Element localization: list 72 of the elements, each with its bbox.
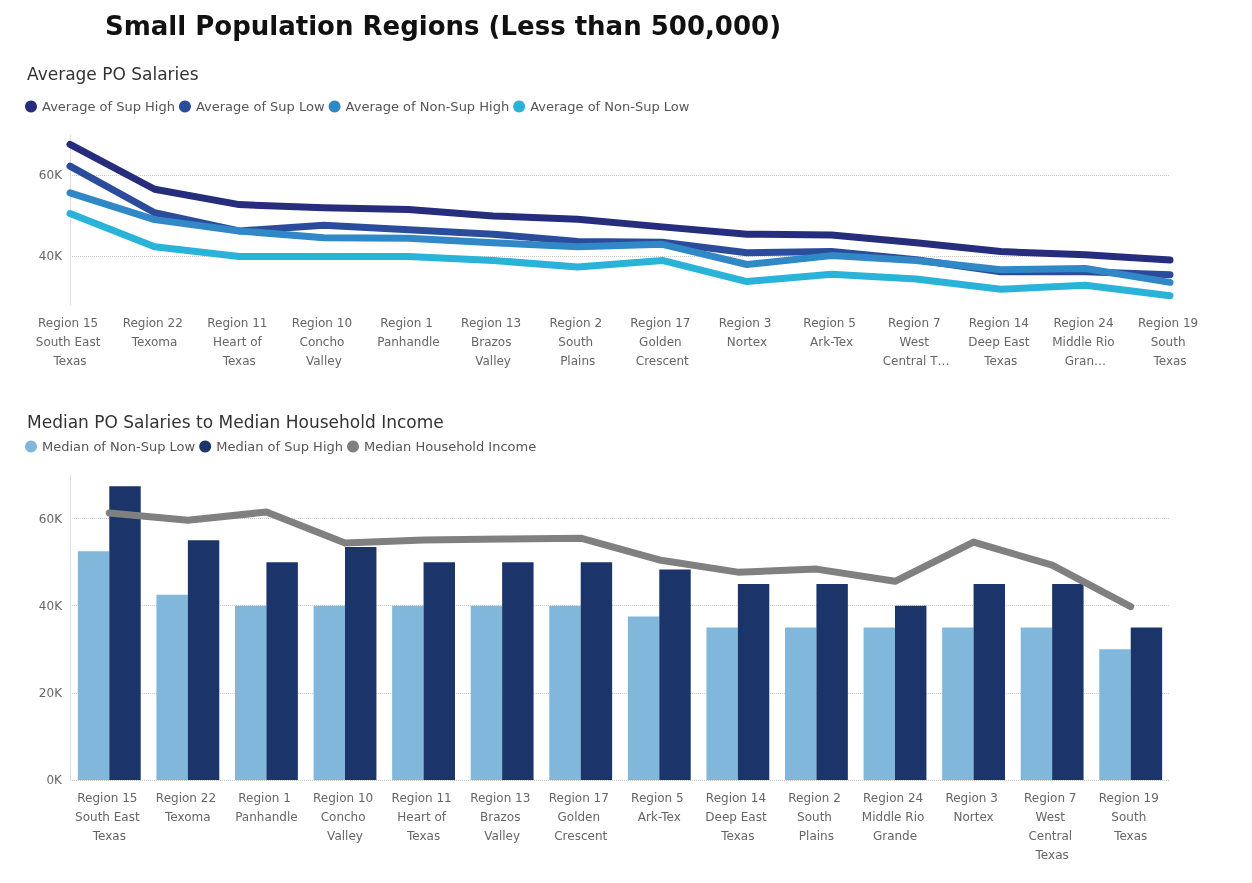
bar — [816, 583, 848, 780]
bar — [156, 594, 188, 780]
x-tick-label: Region 24 Middle Rio Grande — [861, 790, 929, 843]
bar — [502, 562, 534, 780]
x-tick-label: Region 14 Deep East Texas — [705, 790, 771, 843]
bar — [470, 605, 503, 780]
x-tick-label: Region 10 Concho Valley — [313, 790, 377, 843]
x-tick-label: Region 13 Brazos Valley — [470, 790, 535, 843]
bar — [423, 562, 455, 780]
legend-label: Median Household Income — [364, 439, 537, 454]
bar — [973, 583, 1005, 780]
bar — [392, 605, 424, 780]
bar — [706, 627, 738, 780]
bar — [580, 562, 613, 780]
y-tick-label: 60K — [38, 168, 64, 183]
bar — [1020, 627, 1053, 780]
bar — [345, 546, 377, 780]
x-tick-label: Region 15 South East Texas — [75, 790, 144, 843]
y-tick-label: 0K — [46, 773, 64, 787]
x-tick-label: Region 13 Brazos Valley — [461, 315, 526, 368]
x-tick-label: Region 14 Deep East Texas — [968, 315, 1034, 368]
bar — [77, 551, 110, 780]
y-tick-label: 20K — [38, 685, 64, 700]
bar — [1130, 627, 1163, 780]
bar — [863, 627, 895, 780]
x-tick-label: Region 17 Golden Crescent — [548, 790, 613, 843]
bar — [187, 540, 220, 780]
bar — [109, 486, 141, 780]
x-tick-label: Region 5 Ark-Tex — [803, 315, 860, 349]
y-tick-label: 60K — [38, 511, 64, 526]
bar — [235, 605, 267, 780]
bar — [1052, 583, 1084, 780]
chart-title: Small Population Regions (Less than 500,000) — [105, 11, 782, 41]
legend-label: Average of Sup Low — [195, 99, 325, 114]
x-tick-label: Region 10 Concho Valley — [291, 315, 356, 368]
x-tick-label: Region 11 Heart of Texas — [207, 315, 272, 368]
legend-label: Average of Non-Sup High — [345, 99, 510, 114]
x-tick-label: Region 22 Texoma — [155, 790, 220, 824]
bar — [1099, 649, 1131, 780]
y-tick-label: 40K — [38, 598, 64, 613]
x-tick-label: Region 17 Golden Crescent — [630, 315, 695, 368]
x-tick-label: Region 3 Nortex — [945, 790, 1002, 824]
bar — [266, 562, 298, 780]
y-tick-label: 40K — [38, 249, 64, 264]
bar — [737, 583, 770, 780]
x-tick-label: Region 1 Panhandle — [235, 790, 298, 824]
x-tick-label: Region 2 South Plains — [549, 315, 606, 368]
x-tick-label: Region 7 West Central Texas — [1023, 790, 1081, 862]
bar — [549, 605, 581, 780]
bar — [942, 627, 974, 780]
x-tick-label: Region 24 Middle Rio Gran… — [1052, 315, 1119, 368]
x-tick-label: Region 19 South Texas — [1138, 315, 1202, 368]
chart-title: Median PO Salaries to Median Household Income — [27, 411, 444, 432]
x-tick-label: Region 22 Texoma — [122, 315, 187, 349]
legend-label: Median of Non-Sup Low — [42, 439, 196, 454]
x-tick-label: Region 1 Panhandle — [377, 315, 440, 349]
bar — [659, 569, 691, 780]
x-tick-label: Region 3 Nortex — [718, 315, 776, 349]
x-tick-label: Region 19 South Texas — [1098, 790, 1163, 843]
x-tick-label: Region 11 Heart of Texas — [391, 790, 456, 843]
bar — [895, 605, 927, 780]
chart-subtitle: Average PO Salaries — [27, 63, 199, 84]
legend-label: Median of Sup High — [216, 439, 344, 454]
x-tick-label: Region 2 South Plains — [788, 790, 845, 843]
x-tick-label: Region 5 Ark-Tex — [631, 790, 688, 824]
x-tick-label: Region 15 South East Texas — [35, 315, 105, 368]
x-tick-label: Region 7 West Central T… — [882, 315, 950, 368]
bar — [313, 605, 345, 780]
bar — [627, 616, 660, 780]
legend-label: Average of Sup High — [42, 99, 175, 114]
legend-label: Average of Non-Sup Low — [530, 99, 690, 114]
bar — [785, 627, 817, 780]
